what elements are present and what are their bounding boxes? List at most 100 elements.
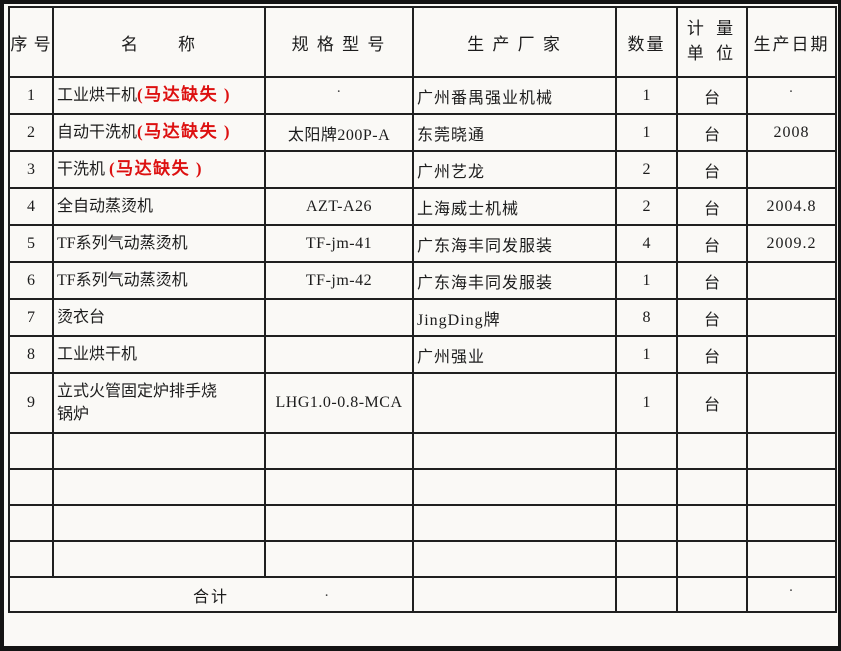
cell-name — [52, 504, 266, 542]
cell-manufacturer: JingDing牌 — [412, 298, 617, 337]
cell-quantity: 1 — [615, 261, 678, 300]
cell-name: 干洗机 (马达缺失 ) — [52, 150, 266, 189]
equipment-rows: 1 工业烘干机(马达缺失 ) · 广州番禺强业机械 1 台 · 2 自动干洗机(马达缺失 ) 太阳… — [8, 76, 837, 578]
cell-date — [746, 540, 837, 578]
table-row: 4 全自动蒸烫机 AZT-A26 上海威士机械 2 台 2004.8 — [8, 187, 837, 226]
cell-unit: 台 — [676, 298, 748, 337]
cell-index — [8, 504, 54, 542]
cell-date — [746, 335, 837, 374]
table-row: 8 工业烘干机 广州强业 1 台 — [8, 335, 837, 374]
cell-date — [746, 261, 837, 300]
equipment-name: 烫衣台 — [57, 308, 106, 326]
cell-quantity: 1 — [615, 335, 678, 374]
cell-manufacturer: 广州艺龙 — [412, 150, 617, 189]
cell-unit: 台 — [676, 372, 748, 434]
table-row: 9 立式火管固定炉排手烧 锅炉 LHG1.0-0.8-MCA 1 台 — [8, 372, 837, 434]
cell-index: 5 — [8, 224, 54, 263]
cell-unit — [676, 540, 748, 578]
cell-name — [52, 432, 266, 470]
col-header-spec: 规 格 型 号 — [264, 6, 414, 78]
cell-quantity: 2 — [615, 187, 678, 226]
equipment-name: TF系列气动蒸烫机 — [57, 271, 188, 289]
cell-index: 4 — [8, 187, 54, 226]
total-date-cell: · — [746, 576, 837, 613]
cell-unit: 台 — [676, 113, 748, 152]
cell-manufacturer: 广东海丰同发服装 — [412, 261, 617, 300]
cell-quantity: 1 — [615, 76, 678, 115]
cell-index — [8, 540, 54, 578]
cell-date — [746, 504, 837, 542]
cell-manufacturer — [412, 432, 617, 470]
col-header-date: 生产日期 — [746, 6, 837, 78]
cell-name: 烫衣台 — [52, 298, 266, 337]
cell-manufacturer: 上海威士机械 — [412, 187, 617, 226]
cell-index — [8, 468, 54, 506]
table-header: 序 号 名 称 规 格 型 号 生 产 厂 家 数量 计 量 单 位 生产日期 — [8, 6, 837, 78]
cell-spec — [264, 298, 414, 337]
total-unit-cell — [676, 576, 748, 613]
cell-quantity: 1 — [615, 113, 678, 152]
table-row: 3 干洗机 (马达缺失 ) 广州艺龙 2 台 — [8, 150, 837, 189]
cell-index — [8, 432, 54, 470]
cell-quantity — [615, 468, 678, 506]
cell-quantity: 1 — [615, 372, 678, 434]
cell-date: 2009.2 — [746, 224, 837, 263]
cell-name: 立式火管固定炉排手烧 锅炉 — [52, 372, 266, 434]
total-row: 合计 · · — [8, 576, 837, 613]
cell-spec: AZT-A26 — [264, 187, 414, 226]
equipment-name: 立式火管固定炉排手烧 锅炉 — [57, 382, 218, 423]
cell-manufacturer — [412, 504, 617, 542]
equipment-name: TF系列气动蒸烫机 — [57, 234, 188, 252]
cell-manufacturer: 广州强业 — [412, 335, 617, 374]
cell-spec — [264, 432, 414, 470]
col-header-unit: 计 量 单 位 — [676, 6, 748, 78]
cell-index: 1 — [8, 76, 54, 115]
cell-name — [52, 468, 266, 506]
equipment-name: 自动干洗机 — [57, 124, 138, 142]
cell-quantity: 4 — [615, 224, 678, 263]
cell-spec: LHG1.0-0.8-MCA — [264, 372, 414, 434]
equipment-name: 全自动蒸烫机 — [57, 197, 154, 215]
cell-manufacturer: 东莞晓通 — [412, 113, 617, 152]
cell-spec — [264, 150, 414, 189]
col-header-index: 序 号 — [8, 6, 54, 78]
empty-row — [8, 432, 837, 470]
cell-spec: TF-jm-41 — [264, 224, 414, 263]
cell-index: 6 — [8, 261, 54, 300]
cell-unit: 台 — [676, 187, 748, 226]
cell-date — [746, 372, 837, 434]
col-header-name: 名 称 — [52, 6, 266, 78]
total-section: 合计 · · — [8, 576, 837, 613]
equipment-name: 工业烘干机 — [57, 345, 138, 363]
cell-unit — [676, 504, 748, 542]
table-row: 1 工业烘干机(马达缺失 ) · 广州番禺强业机械 1 台 · — [8, 76, 837, 115]
cell-unit — [676, 468, 748, 506]
cell-name: 全自动蒸烫机 — [52, 187, 266, 226]
table-row: 2 自动干洗机(马达缺失 ) 太阳牌200P-A 东莞晓通 1 台 2008 — [8, 113, 837, 152]
cell-manufacturer — [412, 540, 617, 578]
motor-missing-note: (马达缺失 ) — [137, 85, 232, 105]
cell-name — [52, 540, 266, 578]
cell-unit: 台 — [676, 335, 748, 374]
equipment-table: 序 号 名 称 规 格 型 号 生 产 厂 家 数量 计 量 单 位 生产日期 … — [8, 6, 837, 613]
cell-quantity — [615, 540, 678, 578]
cell-manufacturer — [412, 372, 617, 434]
header-row: 序 号 名 称 规 格 型 号 生 产 厂 家 数量 计 量 单 位 生产日期 — [8, 6, 837, 78]
cell-name: 工业烘干机 — [52, 335, 266, 374]
cell-name: 工业烘干机(马达缺失 ) — [52, 76, 266, 115]
cell-spec — [264, 540, 414, 578]
cell-unit: 台 — [676, 224, 748, 263]
cell-manufacturer — [412, 468, 617, 506]
motor-missing-note: (马达缺失 ) — [137, 122, 232, 142]
cell-manufacturer: 广州番禺强业机械 — [412, 76, 617, 115]
total-manufacturer-cell — [412, 576, 617, 613]
equipment-name: 干洗机 — [57, 161, 110, 179]
cell-index: 3 — [8, 150, 54, 189]
cell-unit — [676, 432, 748, 470]
cell-quantity — [615, 432, 678, 470]
cell-date: 2008 — [746, 113, 837, 152]
cell-index: 9 — [8, 372, 54, 434]
cell-index: 7 — [8, 298, 54, 337]
cell-unit: 台 — [676, 76, 748, 115]
cell-manufacturer: 广东海丰同发服装 — [412, 224, 617, 263]
